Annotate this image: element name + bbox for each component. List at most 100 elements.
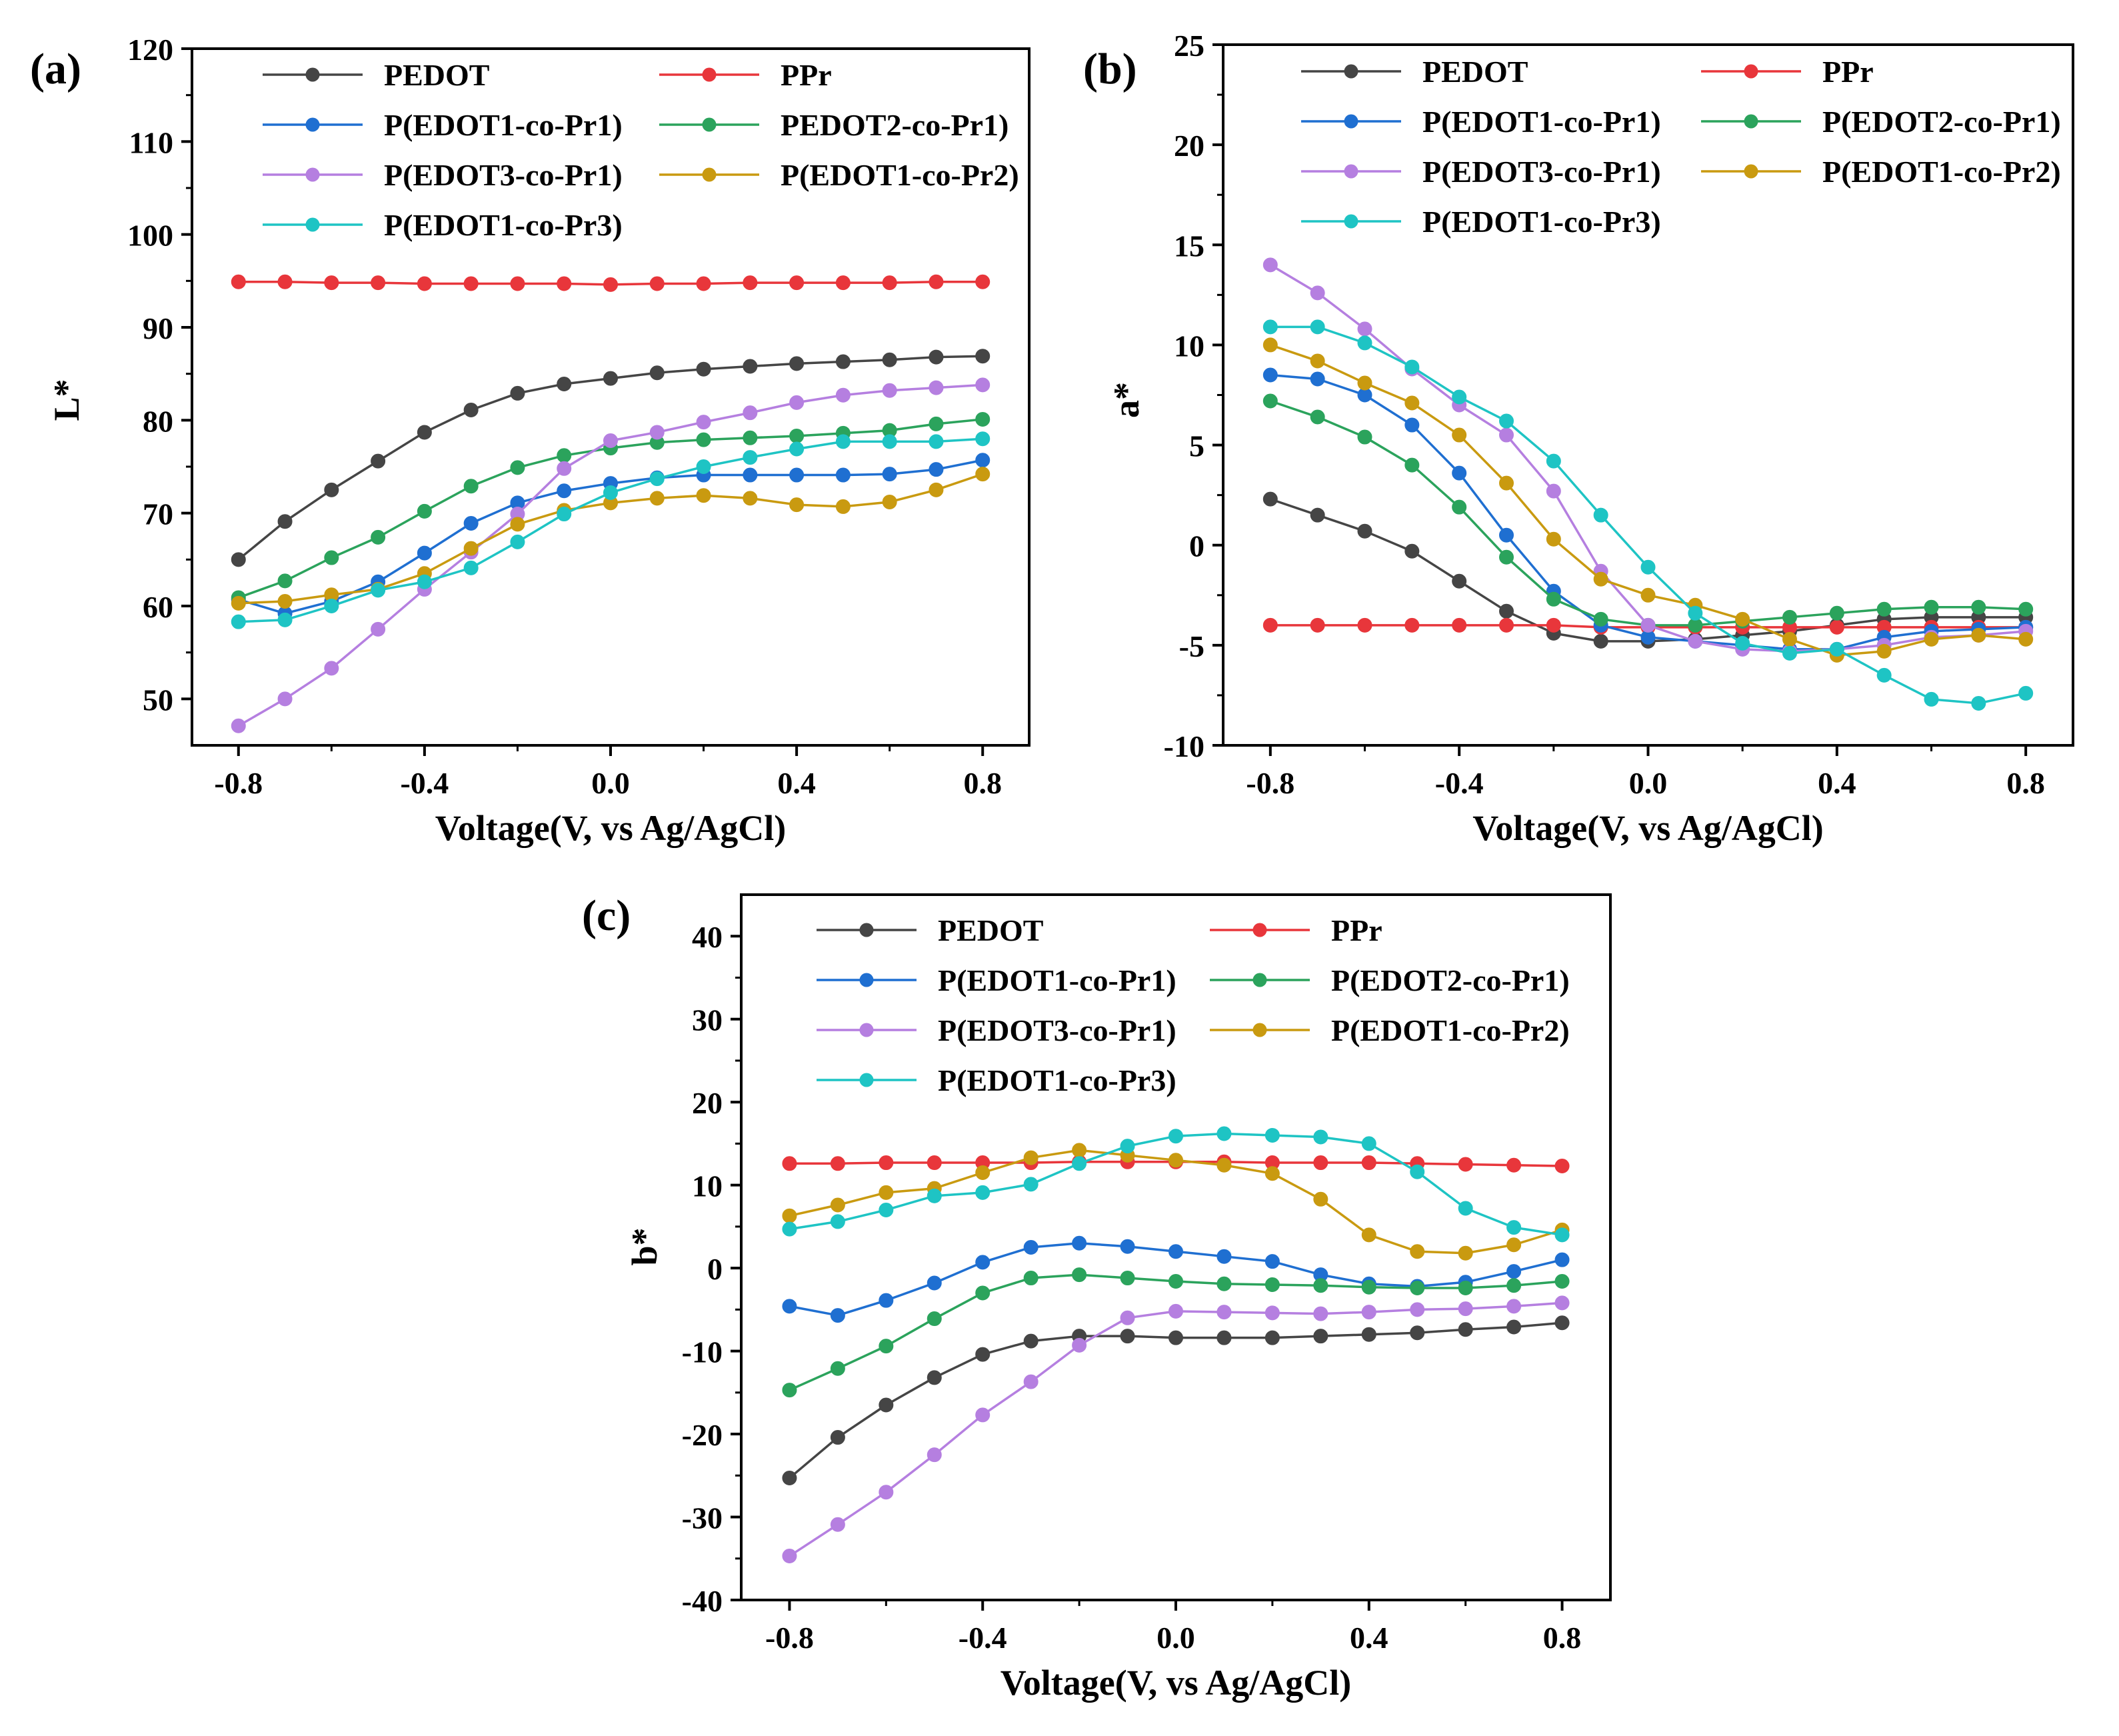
legend-label: P(EDOT3-co-Pr1) [1422,155,1661,189]
data-point [1546,617,1561,633]
data-point [371,583,386,598]
data-point [1361,1227,1376,1243]
data-point [1499,475,1514,491]
data-point [927,1447,942,1463]
legend-label: PPr [781,58,832,92]
y-tick-label: 100 [127,219,173,253]
data-point [1640,559,1656,575]
data-point [1168,1244,1183,1259]
data-point [1357,335,1372,351]
data-point [1072,1235,1087,1251]
x-tick-label: 0.0 [1629,766,1668,800]
y-tick-label: 10 [692,1169,723,1203]
series-P(EDOT3-co-Pr1) [782,1295,1570,1564]
data-point [782,1549,797,1564]
data-point [1361,1327,1376,1342]
data-point [1593,507,1608,523]
data-point [1264,1330,1280,1345]
series-line [237,355,983,561]
y-tick-label: 90 [143,311,173,345]
legend-marker [1744,64,1758,79]
data-point [975,1255,991,1270]
y-axis-label: a* [1106,382,1146,418]
legend-marker [859,1073,874,1087]
data-point [1506,1299,1522,1314]
data-point [1262,367,1278,383]
data-point [743,491,758,506]
data-point [1361,1279,1376,1295]
data-point [975,1285,991,1301]
data-point [1264,1277,1280,1293]
data-point [789,429,805,444]
data-point [1506,1237,1522,1253]
data-point [1688,633,1703,649]
series-P(EDOT1-co-Pr1) [782,1235,1570,1323]
data-point [975,467,991,482]
data-point [882,467,897,482]
data-point [463,403,479,418]
data-point [557,461,572,476]
data-point [835,387,851,403]
data-point [1452,617,1467,633]
legend-label: P(EDOT1-co-Pr2) [1331,1013,1570,1047]
data-point [1924,691,1939,707]
data-point [1120,1239,1135,1254]
series-PEDOT2-co-Pr1) [231,411,991,605]
y-tick-label: 0 [707,1252,723,1286]
data-point [696,488,711,503]
data-point [510,385,525,401]
data-point [557,376,572,391]
legend-label: PEDOT [1422,55,1528,89]
panel-3: -0.8 -0.4 0.0 0.4 0.8 -40 -30 -20 -10 0 10 20 30 40 Vo… [582,891,1612,1703]
data-point [1404,457,1420,473]
data-point [789,356,805,371]
data-point [1499,527,1514,543]
data-point [1971,627,1986,643]
data-point [1262,491,1278,507]
y-tick-label: 50 [143,683,173,717]
data-point [1310,507,1325,523]
data-point [1924,599,1939,615]
data-point [929,274,944,289]
data-point [1506,1264,1522,1279]
legend-marker [859,1023,874,1037]
y-tick-label: 120 [127,33,173,67]
data-point [1782,609,1797,625]
data-point [835,467,851,483]
data-point [1506,1319,1522,1335]
data-point [231,614,246,629]
data-point [649,276,665,291]
data-point [371,621,386,637]
data-point [879,1397,894,1413]
series-P(EDOT1-co-Pr3) [782,1126,1570,1243]
data-point [975,1165,991,1180]
data-point [1452,427,1467,443]
data-point [371,275,386,291]
series-P(EDOT1-co-Pr2) [1262,337,2034,663]
data-point [463,541,479,556]
data-point [463,276,479,291]
y-axis-label: b* [625,1227,665,1265]
y-tick-label: 25 [1174,29,1204,63]
data-point [830,1361,845,1376]
data-point [1168,1303,1183,1319]
data-point [879,1485,894,1500]
data-point [1829,605,1844,621]
data-point [1876,601,1892,617]
legend-marker [1344,114,1358,129]
y-tick-label: 5 [1189,429,1204,463]
x-axis-label: Voltage(V, vs Ag/AgCl) [1001,1663,1352,1703]
data-point [789,275,805,291]
data-point [1404,395,1420,411]
data-point [1499,603,1514,619]
data-point [1023,1177,1039,1192]
legend-marker [1252,923,1267,937]
data-point [1310,409,1325,425]
data-point [1310,285,1325,301]
data-point [696,459,711,474]
data-point [231,552,246,567]
data-point [882,352,897,367]
data-point [830,1517,845,1532]
data-point [782,1299,797,1314]
legend-marker [1344,64,1358,79]
